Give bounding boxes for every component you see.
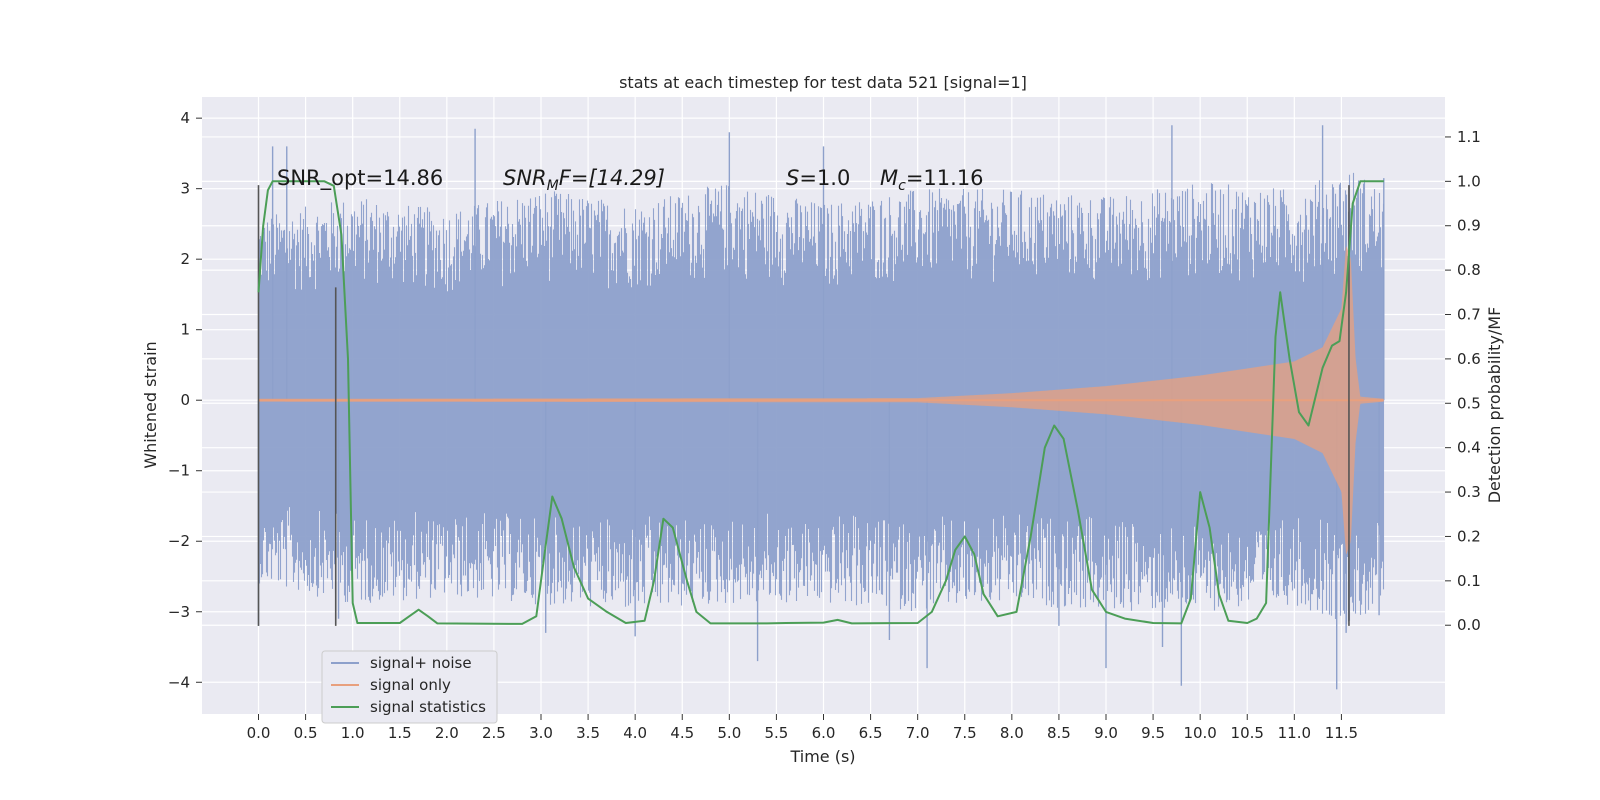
x-tick-label: 11.5 xyxy=(1325,724,1358,742)
x-tick-label: 1.0 xyxy=(341,724,365,742)
x-tick-label: 9.0 xyxy=(1094,724,1118,742)
x-tick-label: 4.0 xyxy=(623,724,647,742)
x-tick-label: 1.5 xyxy=(388,724,412,742)
y-left-tick-label: −4 xyxy=(168,673,190,691)
tick-labels: 0.0 0.5 1.0 1.5 2.0 2.5 3.0 3.5 4.0 4.5 5.0 5.5 6.0 6… xyxy=(168,109,1481,742)
x-tick-label: 5.0 xyxy=(717,724,741,742)
y-right-tick-label: 0.6 xyxy=(1457,350,1481,368)
x-tick-label: 0.0 xyxy=(247,724,271,742)
y-left-tick-label: 2 xyxy=(180,250,190,268)
x-tick-label: 0.5 xyxy=(294,724,318,742)
y-right-tick-label: 0.7 xyxy=(1457,306,1481,324)
y-right-tick-label: 0.1 xyxy=(1457,572,1481,590)
y-right-tick-label: 1.1 xyxy=(1457,128,1481,146)
stats-line xyxy=(257,180,1384,625)
legend-label-signal-only: signal only xyxy=(370,676,451,694)
y-axis-label-right: Detection probability/MF xyxy=(1485,307,1504,504)
x-tick-label: 6.5 xyxy=(859,724,883,742)
x-tick-label: 7.5 xyxy=(953,724,977,742)
x-tick-label: 10.5 xyxy=(1231,724,1264,742)
y-right-tick-label: 0.8 xyxy=(1457,261,1481,279)
x-axis-label: Time (s) xyxy=(789,747,855,766)
chart-title: stats at each timestep for test data 521… xyxy=(619,73,1027,92)
series-signal-only xyxy=(258,246,1384,555)
x-tick-label: 8.5 xyxy=(1047,724,1071,742)
x-tick-label: 10.0 xyxy=(1183,724,1216,742)
y-left-tick-label: −2 xyxy=(168,532,190,550)
x-tick-label: 4.5 xyxy=(670,724,694,742)
annotation-mc: Mc=11.16 xyxy=(880,166,984,194)
x-tick-label: 2.5 xyxy=(482,724,506,742)
annotation-snr-opt: SNR_opt=14.86 xyxy=(277,166,443,191)
x-tick-label: 11.0 xyxy=(1278,724,1311,742)
y-left-tick-label: −3 xyxy=(168,603,190,621)
y-right-tick-label: 0.5 xyxy=(1457,394,1481,412)
annotation-snr-mf: SNRMF=[14.29] xyxy=(503,166,665,194)
y-right-tick-label: 0.2 xyxy=(1457,527,1481,545)
y-right-tick-label: 1.0 xyxy=(1457,172,1481,190)
x-tick-label: 3.5 xyxy=(576,724,600,742)
y-right-tick-label: 0.4 xyxy=(1457,439,1481,457)
y-left-tick-label: 3 xyxy=(180,180,190,198)
legend-label-signal-noise: signal+ noise xyxy=(370,654,472,672)
legend-box xyxy=(321,650,498,724)
y-axis-label-left: Whitened strain xyxy=(141,341,160,468)
y-left-tick-label: 0 xyxy=(180,391,190,409)
legend: signal+ noise signal only signal statist… xyxy=(321,650,498,724)
x-tick-label: 5.5 xyxy=(764,724,788,742)
y-left-tick-label: 1 xyxy=(180,321,190,339)
x-tick-label: 7.0 xyxy=(906,724,930,742)
legend-label-signal-statistics: signal statistics xyxy=(370,698,486,716)
x-tick-label: 9.5 xyxy=(1141,724,1165,742)
x-tick-label: 2.0 xyxy=(435,724,459,742)
y-right-tick-label: 0.3 xyxy=(1457,483,1481,501)
y-right-tick-label: 0.9 xyxy=(1457,217,1481,235)
annotation-s: S=1.0 xyxy=(786,166,850,190)
x-tick-label: 6.0 xyxy=(812,724,836,742)
y-right-tick-label: 0.0 xyxy=(1457,616,1481,634)
x-tick-label: 8.0 xyxy=(1000,724,1024,742)
series-signal-statistics xyxy=(257,180,1384,625)
y-left-tick-label: −1 xyxy=(168,462,190,480)
y-left-tick-label: 4 xyxy=(180,109,190,127)
x-tick-label: 3.0 xyxy=(529,724,553,742)
